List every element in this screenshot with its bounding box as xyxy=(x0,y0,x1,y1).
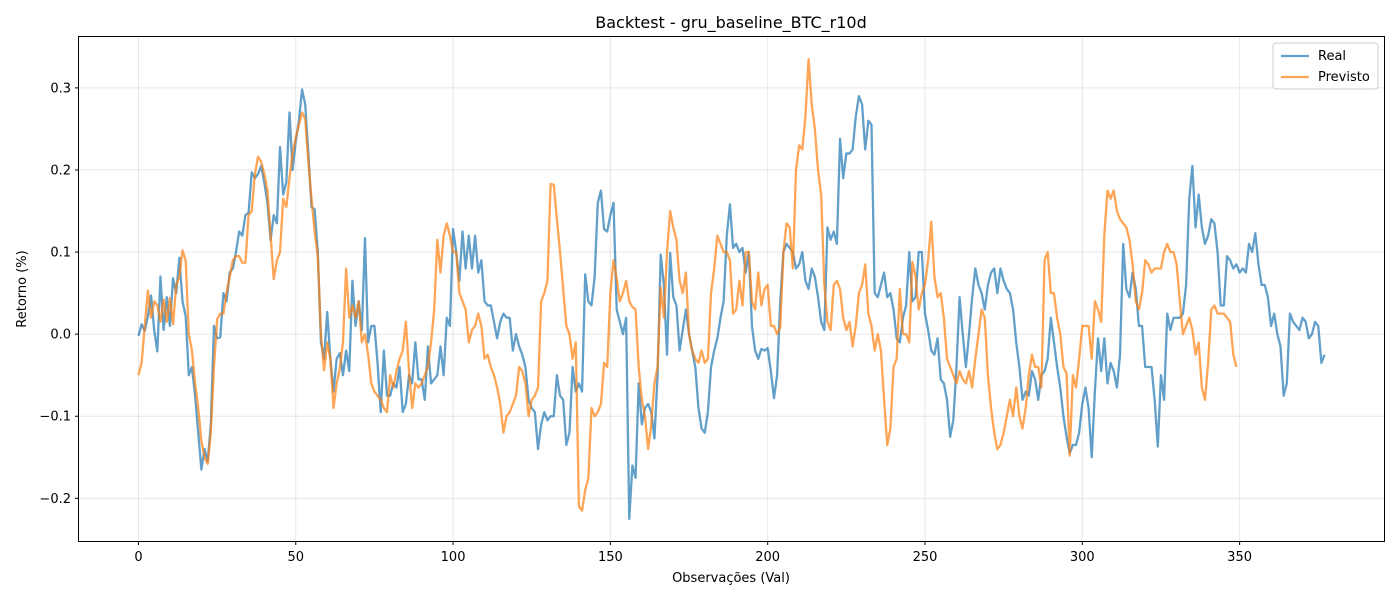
x-tick-label: 300 xyxy=(1070,550,1095,565)
y-axis-ticks: −0.2 −0.1 0.0 0.1 0.2 0.3 xyxy=(39,81,79,507)
grid-lines xyxy=(79,37,1384,541)
axes-frame xyxy=(78,36,1385,542)
x-tick-label: 0 xyxy=(134,550,142,565)
x-tick-label: 200 xyxy=(755,550,780,565)
x-axis-ticks: 0 50 100 150 200 250 300 350 xyxy=(134,541,1252,565)
chart-title: Backtest - gru_baseline_BTC_r10d xyxy=(595,13,866,33)
x-tick-label: 100 xyxy=(441,550,466,565)
series-line-previsto xyxy=(137,58,1238,512)
legend-label-previsto: Previsto xyxy=(1318,70,1370,85)
y-tick-label: −0.2 xyxy=(39,492,71,507)
y-axis-label: Retorno (%) xyxy=(15,250,30,327)
legend: Real Previsto xyxy=(1272,42,1379,90)
x-tick-label: 250 xyxy=(913,550,938,565)
y-tick-label: 0.0 xyxy=(50,328,71,343)
x-tick-label: 50 xyxy=(287,550,304,565)
y-tick-label: 0.3 xyxy=(50,81,71,96)
x-tick-label: 350 xyxy=(1227,550,1252,565)
series-line-real xyxy=(137,88,1326,520)
legend-label-real: Real xyxy=(1318,49,1346,64)
x-tick-label: 150 xyxy=(598,550,623,565)
y-tick-label: −0.1 xyxy=(39,410,71,425)
y-tick-label: 0.1 xyxy=(50,246,71,261)
x-axis-label: Observações (Val) xyxy=(672,571,790,586)
plot-area xyxy=(137,58,1326,520)
y-tick-label: 0.2 xyxy=(50,163,71,178)
